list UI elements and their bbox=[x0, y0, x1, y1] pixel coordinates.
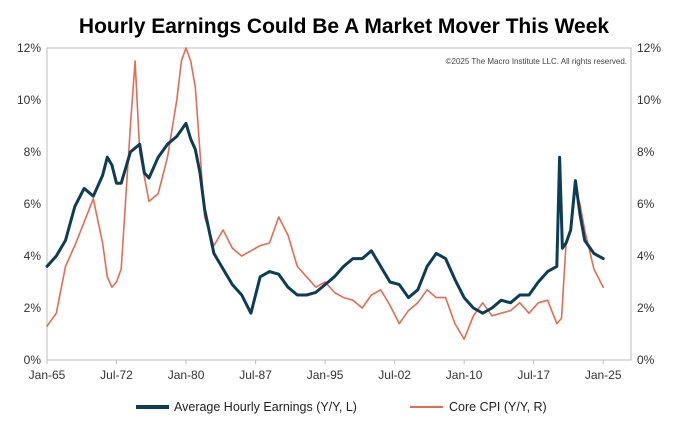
y-left-tick-label: 12% bbox=[17, 41, 41, 55]
x-axis: Jan-65 Jul-72 Jan-80 Jul-87 Jan-95 Jul-02 Jan-… bbox=[29, 360, 622, 382]
legend-label-core-cpi: Core CPI (Y/Y, R) bbox=[449, 400, 547, 414]
y-left-tick-label: 4% bbox=[24, 249, 42, 263]
chart-title: Hourly Earnings Could Be A Market Mover … bbox=[79, 15, 609, 38]
y-right-tick-label: 4% bbox=[637, 249, 655, 263]
y-right-tick-label: 2% bbox=[637, 301, 655, 315]
y-left-tick-label: 10% bbox=[17, 93, 41, 107]
legend-label-average-hourly-earnings: Average Hourly Earnings (Y/Y, L) bbox=[174, 400, 357, 414]
copyright-note: ©2025 The Macro Institute LLC. All right… bbox=[446, 57, 627, 66]
y-left-tick-label: 2% bbox=[24, 301, 42, 315]
x-tick-label: Jan-80 bbox=[168, 368, 205, 382]
legend: Average Hourly Earnings (Y/Y, L) Core CP… bbox=[136, 400, 547, 414]
y-left-tick-label: 0% bbox=[24, 353, 42, 367]
y-right-tick-label: 10% bbox=[637, 93, 661, 107]
y-right-tick-label: 12% bbox=[637, 41, 661, 55]
x-tick-label: Jan-65 bbox=[29, 368, 66, 382]
plot-area bbox=[46, 47, 632, 361]
y-left-tick-label: 6% bbox=[24, 197, 42, 211]
x-tick-label: Jul-02 bbox=[378, 368, 411, 382]
y-right-tick-label: 8% bbox=[637, 145, 655, 159]
y-right-tick-label: 6% bbox=[637, 197, 655, 211]
y-left-tick-label: 8% bbox=[24, 145, 42, 159]
series-line-average-hourly-earnings bbox=[45, 121, 605, 315]
x-tick-label: Jan-25 bbox=[585, 368, 622, 382]
y-left-axis: 0% 2% 4% 6% 8% 10% 12% bbox=[17, 41, 41, 367]
x-tick-label: Jul-72 bbox=[100, 368, 133, 382]
y-right-axis: 0% 2% 4% 6% 8% 10% 12% bbox=[637, 41, 661, 367]
x-tick-label: Jul-87 bbox=[239, 368, 272, 382]
x-tick-label: Jul-17 bbox=[517, 368, 550, 382]
series-line-core-cpi bbox=[46, 47, 605, 341]
x-tick-label: Jan-95 bbox=[307, 368, 344, 382]
x-tick-label: Jan-10 bbox=[446, 368, 483, 382]
series-layer bbox=[45, 47, 605, 341]
y-right-tick-label: 0% bbox=[637, 353, 655, 367]
